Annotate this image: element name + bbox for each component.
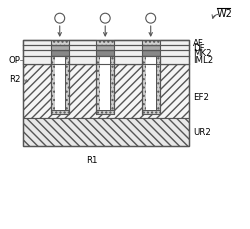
Bar bbox=[23, 46, 189, 51]
Bar bbox=[51, 111, 69, 114]
Text: UR2: UR2 bbox=[193, 128, 211, 137]
Bar bbox=[146, 57, 156, 111]
Bar bbox=[142, 57, 146, 111]
Bar bbox=[142, 64, 160, 111]
Bar bbox=[23, 41, 51, 64]
Bar bbox=[114, 41, 142, 64]
Text: W2: W2 bbox=[217, 9, 233, 19]
Circle shape bbox=[55, 14, 65, 24]
Circle shape bbox=[100, 14, 110, 24]
Bar bbox=[96, 57, 114, 64]
Bar bbox=[23, 41, 189, 46]
Bar bbox=[160, 41, 189, 64]
Bar bbox=[110, 57, 114, 111]
Bar bbox=[96, 57, 100, 111]
Bar bbox=[23, 118, 189, 146]
Text: AF: AF bbox=[193, 39, 204, 48]
Bar bbox=[51, 64, 69, 111]
Bar bbox=[142, 57, 160, 64]
Bar bbox=[156, 57, 160, 111]
Bar bbox=[160, 41, 189, 64]
Text: DF: DF bbox=[193, 44, 205, 53]
Bar bbox=[100, 57, 110, 111]
Bar bbox=[23, 51, 189, 57]
Bar bbox=[114, 41, 142, 64]
Text: MK2: MK2 bbox=[193, 49, 212, 58]
Text: R2: R2 bbox=[9, 75, 20, 84]
Bar bbox=[23, 57, 189, 64]
Bar bbox=[55, 57, 65, 111]
Bar bbox=[69, 41, 96, 64]
Bar bbox=[51, 57, 55, 111]
Bar bbox=[23, 41, 51, 64]
Bar bbox=[51, 57, 69, 64]
Bar bbox=[23, 41, 189, 146]
Bar bbox=[69, 41, 96, 64]
Circle shape bbox=[146, 14, 156, 24]
Bar bbox=[65, 57, 69, 111]
Bar bbox=[23, 64, 189, 118]
Text: OP: OP bbox=[8, 56, 20, 65]
Text: R1: R1 bbox=[86, 156, 97, 165]
Bar bbox=[96, 111, 114, 114]
Bar bbox=[142, 111, 160, 114]
Bar bbox=[96, 64, 114, 111]
Text: IML2: IML2 bbox=[193, 56, 214, 65]
Text: EF2: EF2 bbox=[193, 92, 209, 101]
